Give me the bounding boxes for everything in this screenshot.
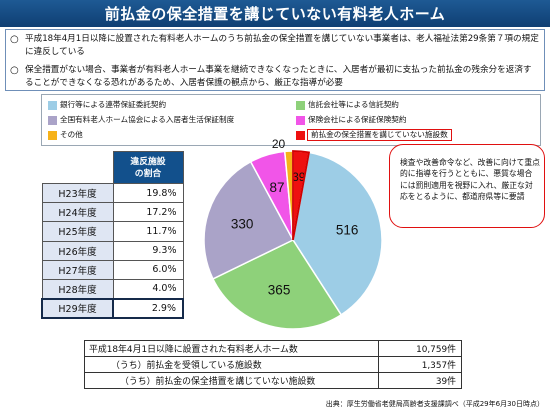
violation-rate-table: 違反施設 の割合 H23年度 19.8% H24年度 17.2% H25年度 11.7% H2… <box>41 151 184 319</box>
pie-chart: 516 365 330 87 20 39 <box>203 138 383 330</box>
chart-legend: 銀行等による連帯保証委託契約 信託会社等による信託契約 全国有料老人ホーム協会に… <box>41 94 541 146</box>
rate-row: H28年度 4.0% <box>41 278 184 300</box>
pie-label-other: 20 <box>272 138 286 151</box>
legend-swatch-none <box>296 131 305 140</box>
rate-year: H26年度 <box>41 240 114 261</box>
rate-value: 6.0% <box>112 259 184 280</box>
rate-row: H29年度 2.9% <box>41 297 184 319</box>
notes-box: ○ 平成18年4月1日以降に設置された有料老人ホームのうち前払金の保全措置を講じ… <box>5 29 545 91</box>
legend-label-trust: 信託会社等による信託契約 <box>308 100 399 109</box>
rate-row: H23年度 19.8% <box>41 182 184 204</box>
legend-swatch-other <box>48 131 57 140</box>
rate-year: H27年度 <box>41 259 114 280</box>
summary-row: 平成18年4月1日以降に設置された有料老人ホーム数 10,759件 <box>84 340 462 357</box>
legend-label-bank: 銀行等による連帯保証委託契約 <box>60 100 167 109</box>
page-title: 前払金の保全措置を講じていない有料老人ホーム <box>104 5 446 23</box>
legend-swatch-insurance <box>296 116 305 125</box>
note-1-mark: ○ <box>10 34 19 45</box>
rate-row: H27年度 6.0% <box>41 259 184 280</box>
summary-row: （うち）前払金を受領している施設数 1,357件 <box>84 356 462 373</box>
summary-label: （うち）前払金の保全措置を講じていない施設数 <box>84 372 379 389</box>
rate-row: H25年度 11.7% <box>41 221 184 242</box>
summary-label: （うち）前払金を受領している施設数 <box>84 356 379 373</box>
rate-value: 2.9% <box>112 297 184 319</box>
rate-value: 11.7% <box>112 221 184 242</box>
rate-table-corner <box>42 151 113 184</box>
rate-value: 19.8% <box>112 182 184 204</box>
rate-row: H26年度 9.3% <box>41 240 184 261</box>
summary-value: 10,759件 <box>378 340 462 357</box>
source-note: 出典：厚生労働省老健局高齢者支援課調べ（平成29年6月30日時点） <box>325 400 544 408</box>
note-1-text: 平成18年4月1日以降に設置された有料老人ホームのうち前払金の保全措置を講じてい… <box>25 34 539 57</box>
rate-year: H28年度 <box>41 278 114 300</box>
title-bar: 前払金の保全措置を講じていない有料老人ホーム <box>0 0 550 27</box>
rate-year: H23年度 <box>41 182 114 204</box>
legend-swatch-assoc <box>48 116 57 125</box>
rate-value: 4.0% <box>112 278 184 300</box>
note-2-text: 保全措置がない場合、事業者が有料老人ホーム事業を継続できなくなったときに、入居者… <box>25 65 532 88</box>
callout-text: 検査や改善命令など、改善に向けて重点的に指導を行うとともに、悪質な場合には罰則適… <box>400 158 540 202</box>
callout-box: 検査や改善命令など、改善に向けて重点的に指導を行うとともに、悪質な場合には罰則適… <box>389 144 545 228</box>
rate-value: 9.3% <box>112 240 184 261</box>
rate-row: H24年度 17.2% <box>41 202 184 223</box>
pie-label-trust: 365 <box>268 283 291 298</box>
summary-label: 平成18年4月1日以降に設置された有料老人ホーム数 <box>84 340 379 357</box>
legend-label-insurance: 保険会社による保証保険契約 <box>308 115 407 124</box>
rate-year: H24年度 <box>41 202 114 223</box>
legend-swatch-bank <box>48 101 57 110</box>
legend-label-assoc: 全国有料老人ホーム協会による入居者生活保証制度 <box>60 115 235 124</box>
summary-value: 1,357件 <box>378 356 462 373</box>
rate-year: H25年度 <box>41 221 114 242</box>
rate-year: H29年度 <box>41 297 114 319</box>
rate-table-header: 違反施設 の割合 <box>112 151 184 184</box>
legend-label-other: その他 <box>60 130 83 139</box>
pie-highlight-outline <box>292 150 311 241</box>
pie-slice-assoc <box>203 160 295 280</box>
summary-value: 39件 <box>378 372 462 389</box>
summary-table: 平成18年4月1日以降に設置された有料老人ホーム数 10,759件 （うち）前払… <box>84 340 462 389</box>
pie-label-insurance: 87 <box>269 180 284 195</box>
rate-table-header-row: 違反施設 の割合 <box>42 151 184 184</box>
legend-label-none: 前払金の保全措置を講じていない施設数 <box>307 129 452 141</box>
pie-slice-trust <box>211 239 343 330</box>
note-2-mark: ○ <box>10 65 19 76</box>
pie-label-bank: 516 <box>336 222 359 237</box>
summary-row: （うち）前払金の保全措置を講じていない施設数 39件 <box>84 372 462 389</box>
rate-value: 17.2% <box>112 202 184 223</box>
pie-label-assoc: 330 <box>231 217 254 232</box>
legend-swatch-trust <box>296 101 305 110</box>
pie-label-none: 39 <box>292 170 306 184</box>
